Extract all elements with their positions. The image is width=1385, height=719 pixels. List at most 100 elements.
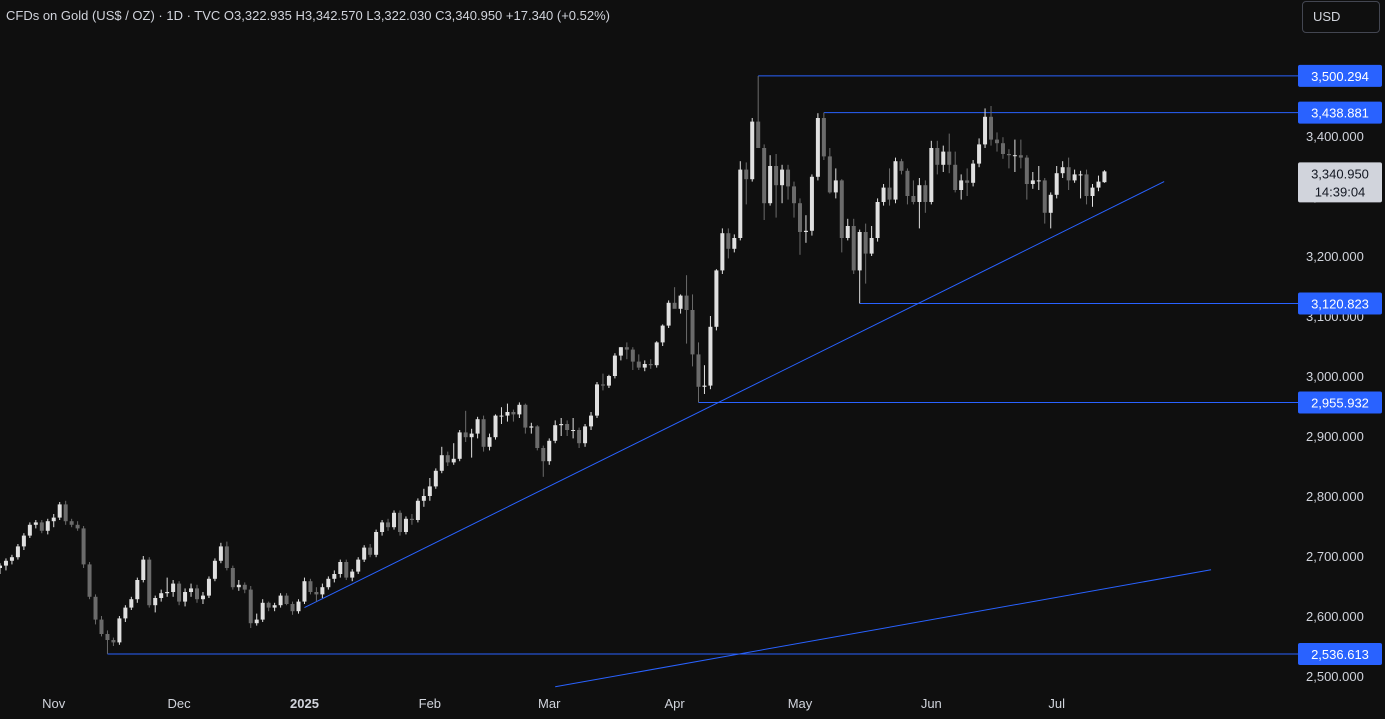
candle-body xyxy=(1090,187,1095,196)
candle-body xyxy=(1072,174,1077,181)
trendline-2[interactable] xyxy=(555,569,1212,688)
candle-body xyxy=(547,440,552,462)
candle-body xyxy=(487,437,492,447)
candle xyxy=(917,178,922,229)
candle xyxy=(947,133,952,174)
price-tick-label: 3,000.000 xyxy=(1306,369,1364,384)
last-price-tag: 3,340.950 14:39:04 xyxy=(1298,162,1382,203)
candle-body xyxy=(517,404,522,415)
candle xyxy=(600,373,605,391)
candle-body xyxy=(302,581,307,602)
candle xyxy=(1066,157,1071,190)
candle-body xyxy=(505,412,510,416)
candle xyxy=(499,407,504,424)
candle-body xyxy=(27,524,32,536)
candle xyxy=(797,198,802,255)
level-price-tag-bg xyxy=(1298,101,1382,124)
candle xyxy=(893,157,898,204)
candle-body xyxy=(260,602,265,620)
candle xyxy=(392,510,397,530)
candle-body xyxy=(499,415,504,417)
bar-countdown-label: 14:39:04 xyxy=(1315,184,1366,199)
candle-body xyxy=(314,592,319,595)
candle xyxy=(0,563,2,574)
candle-body xyxy=(786,169,791,187)
candle-body xyxy=(959,180,964,190)
candle-body xyxy=(45,521,50,531)
candle-body xyxy=(797,203,802,232)
candle-body xyxy=(63,504,68,522)
candle xyxy=(1024,155,1029,200)
candle xyxy=(117,616,122,645)
candle-body xyxy=(296,601,301,612)
time-axis[interactable]: Nov Dec 2025 Feb Mar Apr May Jun Jul xyxy=(42,696,1065,711)
candle-body xyxy=(947,151,952,165)
candle-body xyxy=(278,595,283,606)
candle xyxy=(690,294,695,367)
candle xyxy=(427,478,432,501)
candle xyxy=(696,342,701,403)
candle-body xyxy=(1096,181,1101,188)
trendline-1[interactable] xyxy=(304,181,1165,609)
candle-body xyxy=(254,619,259,624)
candle-body xyxy=(821,118,826,157)
candle-body xyxy=(738,169,743,238)
candle xyxy=(165,577,170,597)
candle-body xyxy=(774,166,779,186)
candle xyxy=(875,198,880,242)
candle-body xyxy=(696,354,701,387)
time-tick-label: Dec xyxy=(168,696,192,711)
candle-body xyxy=(129,599,134,608)
symbol-legend[interactable]: CFDs on Gold (US$ / OZ) · 1D · TVC O3,32… xyxy=(6,8,610,23)
candle xyxy=(1036,166,1041,190)
candle xyxy=(660,324,665,346)
candle xyxy=(409,514,414,525)
candle xyxy=(75,521,80,531)
level-price-tag: 3,500.294 xyxy=(1298,64,1382,87)
level-price-tag-bg xyxy=(1298,643,1382,666)
candle-body xyxy=(445,455,450,463)
candle xyxy=(899,158,904,175)
candle xyxy=(195,584,200,603)
candle xyxy=(809,174,814,236)
candle xyxy=(523,403,528,434)
candle-body xyxy=(893,161,898,200)
candle xyxy=(487,433,492,451)
candle-body xyxy=(845,226,850,238)
candle-body xyxy=(433,470,438,487)
candle xyxy=(272,602,277,612)
candle-body xyxy=(702,385,707,387)
candle xyxy=(380,520,385,536)
candle xyxy=(212,558,217,582)
candle xyxy=(15,544,20,560)
time-tick-label: Jun xyxy=(921,696,942,711)
candle xyxy=(260,599,265,622)
candle xyxy=(827,148,832,194)
symbol-title[interactable]: CFDs on Gold (US$ / OZ) · 1D · TVC xyxy=(6,8,221,23)
candle xyxy=(529,422,534,434)
candle xyxy=(45,518,50,535)
currency-button[interactable]: USD xyxy=(1302,1,1380,33)
candle-body xyxy=(636,361,641,368)
level-price-tag: 2,536.613 xyxy=(1298,643,1382,666)
candle xyxy=(565,420,570,436)
candle-body xyxy=(451,458,456,463)
candle xyxy=(362,545,367,562)
candle-body xyxy=(326,578,331,588)
candle-body xyxy=(57,504,62,518)
candle-body xyxy=(123,607,128,619)
candle xyxy=(1096,175,1101,192)
candle-body xyxy=(929,148,934,202)
candle-body xyxy=(171,583,176,592)
candle xyxy=(684,275,689,344)
candle xyxy=(374,529,379,558)
candle xyxy=(714,269,719,331)
candle xyxy=(344,559,349,580)
candle-body xyxy=(989,116,994,140)
candle xyxy=(833,168,838,199)
candle-body xyxy=(660,325,665,343)
candle-body xyxy=(905,170,910,196)
candle xyxy=(732,234,737,253)
candle xyxy=(708,316,713,390)
